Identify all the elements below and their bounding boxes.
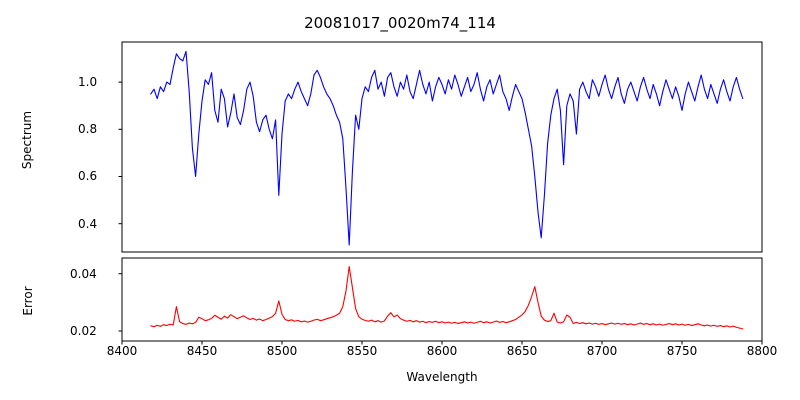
xtick-wavelength: 8750 [666,344,698,358]
error-tick-marks [118,273,763,345]
ytick-spectrum: 0.6 [78,169,98,184]
xtick-wavelength: 8450 [186,344,218,358]
xtick-wavelength: 8650 [506,344,538,358]
y-axis-label-spectrum: Spectrum [20,110,34,170]
xtick-wavelength: 8800 [746,344,778,358]
xtick-wavelength: 8500 [266,344,298,358]
error-data-line [150,266,744,330]
xtick-wavelength: 8550 [346,344,378,358]
ytick-error: 0.04 [70,266,97,281]
xtick-wavelength: 8400 [106,344,138,358]
ytick-spectrum: 0.4 [78,216,98,231]
xtick-wavelength: 8700 [586,344,618,358]
ytick-spectrum: 1.0 [78,75,98,90]
figure-title: 20081017_0020m74_114 [304,14,496,32]
spectrum-data-line [150,50,744,246]
spectrum-axes-frame [121,41,763,253]
ytick-error: 0.02 [70,323,97,338]
spectrum-tick-marks [118,81,122,225]
y-axis-label-error: Error [21,286,35,316]
xtick-wavelength: 8600 [426,344,458,358]
ytick-spectrum: 0.8 [78,122,98,137]
error-axes-frame [121,257,763,342]
x-axis-label: Wavelength [406,370,478,384]
